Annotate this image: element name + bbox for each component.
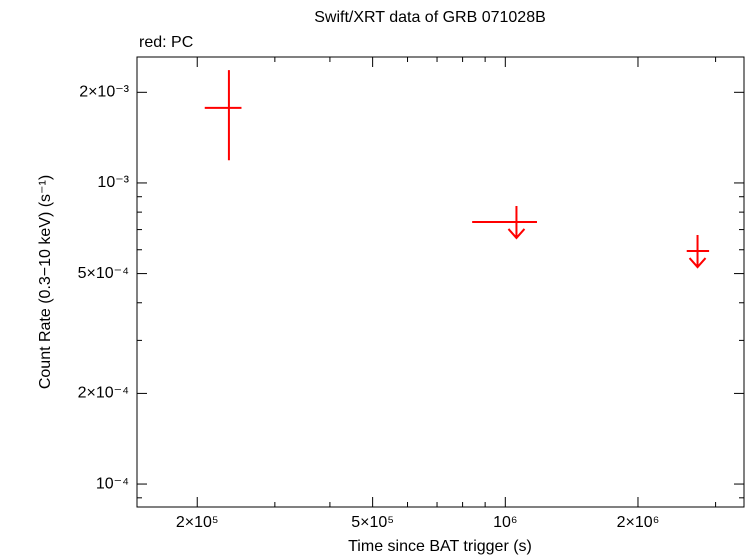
upper-limit-arrow: [688, 235, 707, 269]
y-tick-label: 10⁻⁴: [96, 475, 129, 492]
y-axis-label: Count Rate (0.3−10 keV) (s⁻¹): [37, 175, 54, 389]
chart-title: Swift/XRT data of GRB 071028B: [314, 9, 546, 26]
x-tick-label: 2×10⁶: [617, 514, 660, 531]
y-tick-label: 10⁻³: [97, 174, 129, 191]
x-tick-label: 5×10⁵: [351, 514, 394, 531]
y-tick-label: 2×10⁻³: [79, 84, 129, 101]
y-tick-label: 2×10⁻⁴: [78, 385, 129, 402]
plot-frame: [136, 56, 745, 508]
x-tick-label: 10⁶: [493, 514, 517, 531]
chart-subtitle: red: PC: [139, 34, 193, 51]
x-axis-label: Time since BAT trigger (s): [348, 538, 532, 555]
y-tick-label: 5×10⁻⁴: [78, 265, 129, 282]
x-tick-label: 2×10⁵: [176, 514, 219, 531]
upper-limit-arrow: [507, 205, 526, 240]
